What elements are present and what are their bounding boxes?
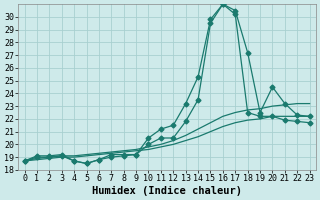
X-axis label: Humidex (Indice chaleur): Humidex (Indice chaleur) [92,186,242,196]
